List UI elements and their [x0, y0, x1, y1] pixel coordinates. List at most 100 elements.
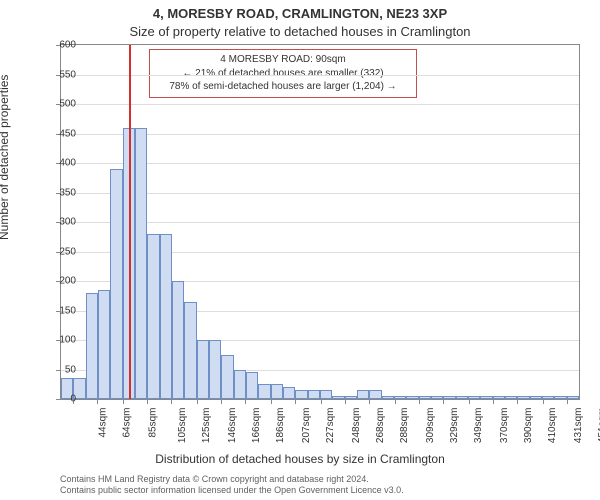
- histogram-bar: [160, 234, 172, 399]
- x-tickmark: [171, 399, 172, 404]
- y-tick-label: 400: [46, 158, 76, 169]
- y-tick-label: 550: [46, 69, 76, 80]
- histogram-bar: [456, 396, 468, 399]
- x-tickmark: [419, 399, 420, 404]
- y-tick-label: 250: [46, 246, 76, 257]
- x-tick-label: 105sqm: [177, 408, 188, 444]
- x-tickmark: [295, 399, 296, 404]
- histogram-bar: [258, 384, 270, 399]
- x-tick-label: 370sqm: [499, 408, 510, 444]
- y-tick-label: 50: [46, 364, 76, 375]
- histogram-bar: [443, 396, 455, 399]
- x-tickmark: [271, 399, 272, 404]
- chart-title-line2: Size of property relative to detached ho…: [0, 24, 600, 39]
- y-tick-label: 200: [46, 276, 76, 287]
- y-tick-label: 450: [46, 128, 76, 139]
- x-tick-label: 64sqm: [122, 408, 133, 438]
- y-tick-label: 150: [46, 305, 76, 316]
- attribution-line2: Contains public sector information licen…: [60, 485, 404, 496]
- x-tick-label: 186sqm: [275, 408, 286, 444]
- x-tick-label: 268sqm: [375, 408, 386, 444]
- y-tick-label: 500: [46, 99, 76, 110]
- histogram-bar: [357, 390, 369, 399]
- x-tick-label: 85sqm: [147, 408, 158, 438]
- x-tickmark: [321, 399, 322, 404]
- histogram-bar: [221, 355, 233, 399]
- histogram-bar: [184, 302, 196, 399]
- histogram-bar: [234, 370, 246, 400]
- annotation-line3: 78% of semi-detached houses are larger (…: [156, 80, 410, 94]
- x-tick-label: 329sqm: [449, 408, 460, 444]
- histogram-bar: [110, 169, 122, 399]
- histogram-bar: [406, 396, 418, 399]
- y-tick-label: 600: [46, 40, 76, 51]
- x-tick-label: 207sqm: [301, 408, 312, 444]
- histogram-bar: [86, 293, 98, 399]
- histogram-bar: [209, 340, 221, 399]
- chart-container: 4, MORESBY ROAD, CRAMLINGTON, NE23 3XP S…: [0, 0, 600, 500]
- x-tick-label: 288sqm: [399, 408, 410, 444]
- gridline: [61, 104, 579, 105]
- histogram-bar: [283, 387, 295, 399]
- histogram-bar: [147, 234, 159, 399]
- attribution-line1: Contains HM Land Registry data © Crown c…: [60, 474, 404, 485]
- x-tickmark: [197, 399, 198, 404]
- histogram-bar: [98, 290, 110, 399]
- y-tick-label: 100: [46, 335, 76, 346]
- histogram-bar: [369, 390, 381, 399]
- x-tickmark: [245, 399, 246, 404]
- chart-title-line1: 4, MORESBY ROAD, CRAMLINGTON, NE23 3XP: [0, 6, 600, 21]
- attribution: Contains HM Land Registry data © Crown c…: [60, 474, 404, 497]
- histogram-bar: [345, 396, 357, 399]
- y-tick-label: 0: [46, 394, 76, 405]
- histogram-bar: [308, 390, 320, 399]
- histogram-bar: [554, 396, 566, 399]
- y-tick-label: 350: [46, 187, 76, 198]
- y-tick-label: 300: [46, 217, 76, 228]
- histogram-bar: [271, 384, 283, 399]
- annotation-line1: 4 MORESBY ROAD: 90sqm: [156, 53, 410, 67]
- histogram-bar: [468, 396, 480, 399]
- x-tick-label: 309sqm: [425, 408, 436, 444]
- x-tick-label: 349sqm: [473, 408, 484, 444]
- x-tickmark: [567, 399, 568, 404]
- annotation-line2: ← 21% of detached houses are smaller (33…: [156, 67, 410, 81]
- x-tick-label: 166sqm: [251, 408, 262, 444]
- x-tickmark: [395, 399, 396, 404]
- x-tickmark: [369, 399, 370, 404]
- x-tick-label: 248sqm: [351, 408, 362, 444]
- x-tickmark: [123, 399, 124, 404]
- x-tickmark: [97, 399, 98, 404]
- x-tickmark: [147, 399, 148, 404]
- histogram-bar: [332, 396, 344, 399]
- histogram-bar: [542, 396, 554, 399]
- histogram-bar: [135, 128, 147, 399]
- x-tickmark: [469, 399, 470, 404]
- x-tick-label: 227sqm: [325, 408, 336, 444]
- x-tick-label: 431sqm: [573, 408, 584, 444]
- histogram-bar: [480, 396, 492, 399]
- annotation-box: 4 MORESBY ROAD: 90sqm ← 21% of detached …: [149, 49, 417, 98]
- histogram-bar: [197, 340, 209, 399]
- x-tickmark: [221, 399, 222, 404]
- histogram-bar: [431, 396, 443, 399]
- x-tickmark: [345, 399, 346, 404]
- plot-area: 4 MORESBY ROAD: 90sqm ← 21% of detached …: [60, 44, 580, 400]
- marker-line: [129, 45, 131, 399]
- y-axis-label: Number of detached properties: [0, 75, 11, 240]
- histogram-bar: [505, 396, 517, 399]
- x-tick-label: 146sqm: [227, 408, 238, 444]
- x-tickmark: [443, 399, 444, 404]
- x-tick-label: 410sqm: [547, 408, 558, 444]
- histogram-bar: [419, 396, 431, 399]
- histogram-bar: [320, 390, 332, 399]
- x-tick-label: 44sqm: [98, 408, 109, 438]
- histogram-bar: [246, 372, 258, 399]
- histogram-bar: [295, 390, 307, 399]
- x-tick-label: 125sqm: [201, 408, 212, 444]
- histogram-bar: [530, 396, 542, 399]
- histogram-bar: [567, 396, 579, 399]
- histogram-bar: [172, 281, 184, 399]
- histogram-bar: [493, 396, 505, 399]
- gridline: [61, 75, 579, 76]
